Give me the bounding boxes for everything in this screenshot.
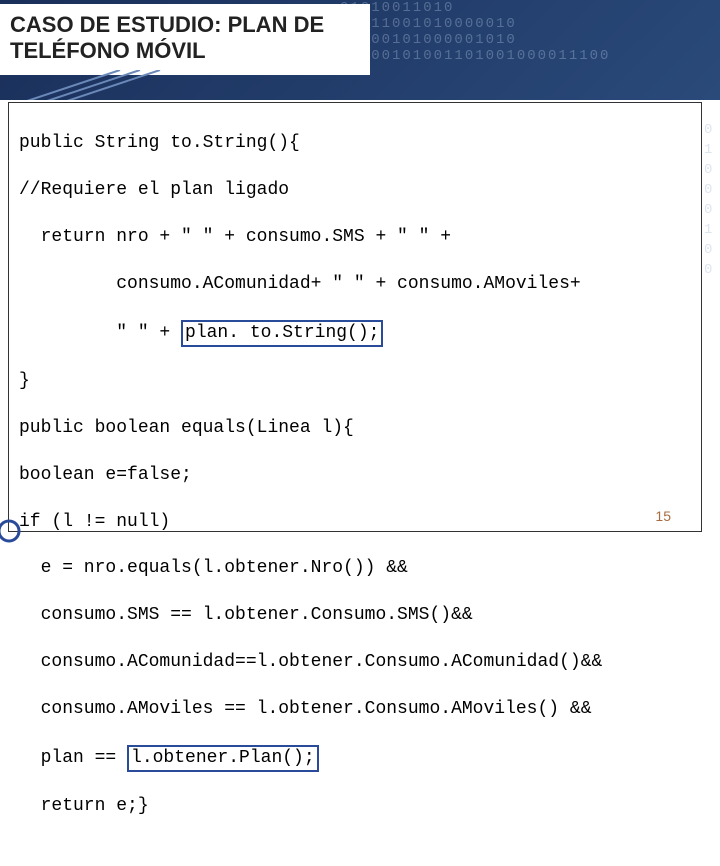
- title-box: CASO DE ESTUDIO: PLAN DE TELÉFONO MÓVIL: [0, 4, 370, 75]
- corner-decor-icon: [0, 516, 24, 546]
- code-line: //Requiere el plan ligado: [19, 179, 691, 202]
- code-text: plan ==: [19, 748, 127, 768]
- page-title: CASO DE ESTUDIO: PLAN DE TELÉFONO MÓVIL: [10, 12, 356, 65]
- header-band: 01010011010 1011001010000010 11001010000…: [0, 0, 720, 100]
- boxed-expression: plan. to.String();: [181, 320, 383, 347]
- page-number: 15: [655, 507, 671, 525]
- code-text: " " +: [19, 323, 181, 343]
- code-line: " " + plan. to.String();: [19, 320, 691, 347]
- code-line: if (l != null): [19, 511, 691, 534]
- boxed-expression: l.obtener.Plan();: [127, 745, 319, 772]
- code-line: consumo.AMoviles == l.obtener.Consumo.AM…: [19, 698, 691, 721]
- code-line: public boolean equals(Linea l){: [19, 417, 691, 440]
- code-line: consumo.AComunidad+ " " + consumo.AMovil…: [19, 273, 691, 296]
- code-line: e = nro.equals(l.obtener.Nro()) &&: [19, 557, 691, 580]
- code-line: return nro + " " + consumo.SMS + " " +: [19, 226, 691, 249]
- code-line: consumo.AComunidad==l.obtener.Consumo.AC…: [19, 651, 691, 674]
- side-binary: 0 1 0 0 0 1 0 0: [704, 120, 720, 280]
- code-line: public String to.String(){: [19, 132, 691, 155]
- code-line: }: [19, 370, 691, 393]
- code-block: public String to.String(){ //Requiere el…: [8, 102, 702, 532]
- code-line: return e;}: [19, 795, 691, 818]
- code-line: boolean e=false;: [19, 464, 691, 487]
- code-line: plan == l.obtener.Plan();: [19, 745, 691, 772]
- code-line: consumo.SMS == l.obtener.Consumo.SMS()&&: [19, 604, 691, 627]
- binary-background: 01010011010 1011001010000010 11001010000…: [340, 0, 720, 64]
